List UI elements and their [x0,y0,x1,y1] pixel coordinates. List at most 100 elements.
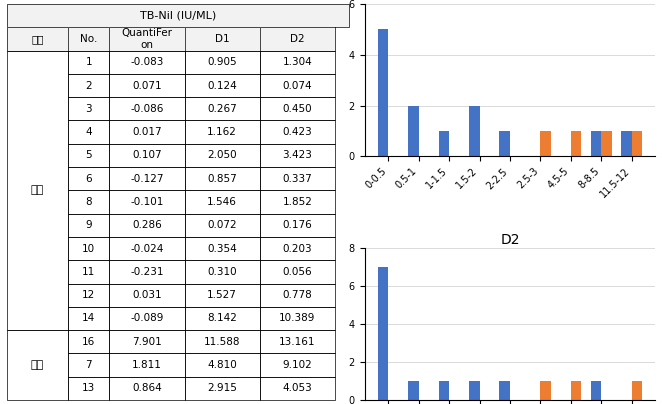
Bar [68,74,109,97]
Bar [601,131,612,156]
Bar [260,284,335,307]
Bar [109,260,185,284]
Bar [109,330,185,354]
Text: 0.864: 0.864 [132,383,162,393]
Text: 0.176: 0.176 [283,220,312,230]
Text: -0.231: -0.231 [130,267,164,277]
Text: 9.102: 9.102 [283,360,312,370]
Bar [185,307,260,330]
Text: TB-Nil (IU/ML): TB-Nil (IU/ML) [140,11,216,21]
Text: 11: 11 [82,267,95,277]
Text: No.: No. [80,34,97,44]
Bar [260,190,335,214]
Bar [260,27,335,50]
Bar [68,284,109,307]
Text: 1.811: 1.811 [132,360,162,370]
Bar [408,381,419,400]
Bar [185,74,260,97]
Text: 1.546: 1.546 [207,197,237,207]
Text: 0.423: 0.423 [283,127,312,137]
Text: 0.267: 0.267 [207,104,237,114]
Text: 10.389: 10.389 [279,314,316,324]
Bar [109,214,185,237]
Bar [378,29,389,156]
Bar [68,50,109,74]
Text: 음성: 음성 [31,185,44,196]
Bar [7,330,68,400]
Text: 8: 8 [85,197,92,207]
Bar [408,105,419,156]
Text: 1.162: 1.162 [207,127,237,137]
Bar [185,50,260,74]
Text: 0.017: 0.017 [132,127,162,137]
Bar [260,214,335,237]
Text: 10: 10 [82,244,95,254]
Text: QuantiFer
on: QuantiFer on [121,28,172,50]
Bar [68,167,109,190]
Text: 0.310: 0.310 [207,267,237,277]
Bar [185,260,260,284]
Bar [260,144,335,167]
Text: 2.915: 2.915 [207,383,237,393]
Text: 4.810: 4.810 [207,360,237,370]
Bar [109,190,185,214]
Bar [260,167,335,190]
Text: 1: 1 [85,57,92,67]
Bar [438,381,449,400]
Bar [571,381,581,400]
Bar [109,27,185,50]
Bar [260,50,335,74]
Bar [260,27,335,50]
Bar [68,27,109,50]
Text: 0.107: 0.107 [132,150,162,160]
Text: -0.086: -0.086 [130,104,164,114]
Bar [260,260,335,284]
Text: 14: 14 [82,314,95,324]
Text: 0.203: 0.203 [283,244,312,254]
Bar [7,50,68,330]
Bar [68,237,109,260]
Bar [7,4,349,27]
Bar [109,74,185,97]
Bar [109,27,185,50]
Text: 2: 2 [85,80,92,90]
Text: 양성: 양성 [31,360,44,370]
Bar [185,214,260,237]
Bar [185,27,260,50]
Text: 4: 4 [85,127,92,137]
Bar [7,27,68,50]
Bar [185,377,260,400]
Bar [260,354,335,377]
Text: 0.857: 0.857 [207,174,237,184]
Text: 1.852: 1.852 [283,197,312,207]
Bar [109,97,185,120]
Title: D1: D1 [500,0,520,3]
Bar [540,381,551,400]
Bar [185,144,260,167]
Text: 0.354: 0.354 [207,244,237,254]
Bar [68,27,109,50]
Bar [260,74,335,97]
Text: -0.089: -0.089 [130,314,164,324]
Text: 0.337: 0.337 [283,174,312,184]
Text: 4.053: 4.053 [283,383,312,393]
Bar [185,190,260,214]
Text: 0.286: 0.286 [132,220,162,230]
Bar [260,120,335,144]
Bar [68,190,109,214]
Bar [109,50,185,74]
Bar [109,284,185,307]
Bar [109,354,185,377]
Bar [469,381,479,400]
Bar [185,167,260,190]
Text: 0.031: 0.031 [132,290,162,300]
Text: 7.901: 7.901 [132,337,162,347]
Text: 1.304: 1.304 [283,57,312,67]
Bar [260,307,335,330]
Bar [7,27,68,50]
Bar [185,27,260,50]
Bar [68,144,109,167]
Bar [185,120,260,144]
Text: 0.056: 0.056 [283,267,312,277]
Text: D2: D2 [290,34,305,44]
